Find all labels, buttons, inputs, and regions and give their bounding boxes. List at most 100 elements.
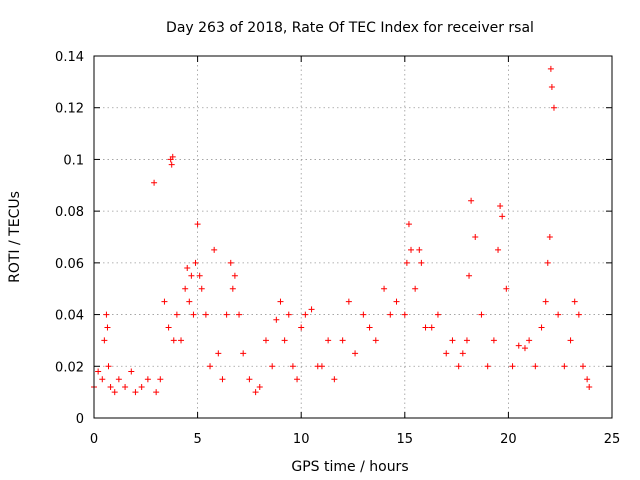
- data-point: [463, 337, 470, 344]
- data-point: [387, 311, 394, 318]
- y-tick-label: 0.04: [55, 309, 84, 324]
- y-tick-label: 0.02: [55, 360, 84, 375]
- data-point: [579, 363, 586, 370]
- data-point: [289, 363, 296, 370]
- data-point: [252, 389, 259, 396]
- data-point: [285, 311, 292, 318]
- data-point: [294, 376, 301, 383]
- data-point: [484, 363, 491, 370]
- y-tick-label: 0.1: [63, 153, 84, 168]
- data-point: [408, 246, 415, 253]
- data-point: [547, 65, 554, 72]
- y-tick-label: 0.08: [55, 205, 84, 220]
- data-point: [281, 337, 288, 344]
- data-point: [478, 311, 485, 318]
- data-point: [495, 246, 502, 253]
- data-point: [472, 234, 479, 240]
- data-point: [571, 298, 578, 305]
- data-point: [184, 265, 191, 272]
- data-point: [207, 363, 214, 370]
- data-point: [584, 376, 591, 383]
- data-point: [381, 285, 388, 292]
- data-point: [219, 376, 226, 383]
- data-point: [526, 337, 533, 344]
- data-point: [403, 259, 410, 266]
- data-point: [103, 311, 110, 318]
- data-point: [401, 311, 408, 318]
- data-point: [107, 383, 114, 390]
- x-tick-label: 0: [90, 432, 98, 447]
- data-point: [192, 259, 199, 266]
- data-point: [455, 363, 462, 370]
- data-point: [144, 376, 151, 383]
- data-point: [490, 337, 497, 344]
- data-point: [561, 363, 568, 370]
- data-point: [449, 337, 456, 344]
- data-point: [416, 246, 423, 253]
- data-point: [443, 350, 450, 357]
- data-point: [161, 298, 168, 305]
- data-point: [153, 389, 160, 396]
- data-point: [105, 363, 112, 370]
- data-point: [459, 350, 466, 357]
- data-point: [308, 306, 315, 313]
- data-point: [240, 350, 247, 357]
- data-point: [236, 311, 243, 318]
- data-point: [246, 376, 253, 383]
- data-point: [331, 376, 338, 383]
- data-point: [198, 285, 205, 292]
- data-point: [345, 298, 352, 305]
- chart-title: Day 263 of 2018, Rate Of TEC Index for r…: [166, 20, 534, 36]
- data-point: [372, 337, 379, 344]
- data-point: [468, 197, 475, 204]
- data-point: [256, 383, 263, 390]
- data-point: [215, 350, 222, 357]
- y-tick-label: 0.14: [55, 50, 84, 65]
- data-point: [318, 363, 325, 370]
- y-tick-label: 0.12: [55, 102, 84, 117]
- data-point: [173, 311, 180, 318]
- data-point: [428, 324, 435, 331]
- data-point: [497, 202, 504, 209]
- y-tick-label: 0.06: [55, 257, 84, 272]
- x-tick-label: 5: [193, 432, 201, 447]
- data-point: [178, 337, 185, 344]
- data-point: [211, 246, 218, 253]
- data-point: [229, 285, 236, 292]
- data-point: [509, 363, 516, 370]
- data-point: [168, 161, 175, 168]
- data-point: [412, 285, 419, 292]
- data-point: [151, 179, 158, 186]
- data-point: [122, 383, 129, 390]
- data-point: [115, 376, 122, 383]
- data-point: [165, 324, 172, 331]
- data-point: [269, 363, 276, 370]
- data-point: [277, 298, 284, 305]
- data-point: [99, 376, 106, 383]
- x-axis-label: GPS time / hours: [291, 459, 408, 475]
- data-point: [188, 272, 195, 279]
- data-point: [532, 363, 539, 370]
- data-point: [515, 342, 522, 349]
- data-point: [273, 316, 280, 323]
- x-tick-label: 25: [604, 432, 621, 447]
- data-point: [95, 368, 102, 375]
- data-point: [360, 311, 367, 318]
- data-point: [325, 337, 332, 344]
- data-point: [101, 337, 108, 344]
- data-point: [302, 311, 309, 318]
- data-point: [538, 324, 545, 331]
- data-point: [157, 376, 164, 383]
- data-point: [542, 298, 549, 305]
- data-point: [405, 221, 412, 228]
- data-point: [194, 221, 201, 228]
- data-point: [202, 311, 209, 318]
- data-point: [586, 383, 593, 390]
- data-point: [567, 337, 574, 344]
- data-point: [128, 368, 135, 375]
- data-point: [227, 259, 234, 266]
- x-tick-label: 10: [293, 432, 310, 447]
- data-point: [223, 311, 230, 318]
- data-point: [262, 337, 269, 344]
